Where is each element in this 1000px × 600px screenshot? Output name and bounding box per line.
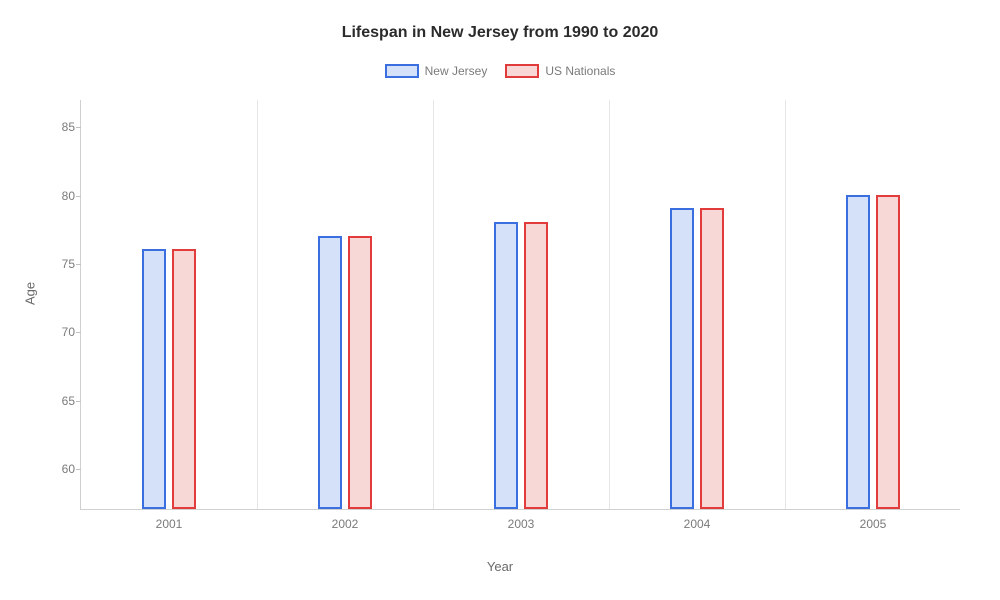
gridline — [257, 100, 258, 509]
legend-label: New Jersey — [425, 64, 488, 78]
y-tick-mark — [76, 127, 81, 128]
chart-title: Lifespan in New Jersey from 1990 to 2020 — [0, 24, 1000, 42]
y-tick-label: 60 — [51, 462, 75, 476]
y-tick-label: 65 — [51, 394, 75, 408]
legend-swatch — [505, 64, 539, 78]
x-tick-label: 2002 — [332, 517, 359, 531]
x-tick-label: 2004 — [684, 517, 711, 531]
bar — [876, 195, 900, 509]
y-axis-title: Age — [23, 282, 38, 305]
legend-label: US Nationals — [545, 64, 615, 78]
bar — [142, 249, 166, 509]
x-tick-label: 2003 — [508, 517, 535, 531]
gridline — [433, 100, 434, 509]
legend: New Jersey US Nationals — [0, 64, 1000, 78]
bar — [172, 249, 196, 509]
x-axis-title: Year — [0, 559, 1000, 574]
bar — [670, 208, 694, 509]
y-tick-mark — [76, 196, 81, 197]
legend-item: New Jersey — [385, 64, 488, 78]
x-tick-label: 2005 — [860, 517, 887, 531]
x-tick-label: 2001 — [156, 517, 183, 531]
plot-area: 60657075808520012002200320042005 — [80, 100, 960, 510]
gridline — [785, 100, 786, 509]
legend-item: US Nationals — [505, 64, 615, 78]
bar — [494, 222, 518, 509]
bar — [700, 208, 724, 509]
y-tick-label: 80 — [51, 189, 75, 203]
y-tick-mark — [76, 401, 81, 402]
bar — [318, 236, 342, 509]
y-tick-label: 85 — [51, 120, 75, 134]
chart-container: Lifespan in New Jersey from 1990 to 2020… — [0, 0, 1000, 600]
bar — [348, 236, 372, 509]
y-tick-mark — [76, 264, 81, 265]
legend-swatch — [385, 64, 419, 78]
bar — [524, 222, 548, 509]
bar — [846, 195, 870, 509]
y-tick-mark — [76, 469, 81, 470]
y-tick-mark — [76, 332, 81, 333]
y-tick-label: 70 — [51, 325, 75, 339]
y-tick-label: 75 — [51, 257, 75, 271]
gridline — [609, 100, 610, 509]
